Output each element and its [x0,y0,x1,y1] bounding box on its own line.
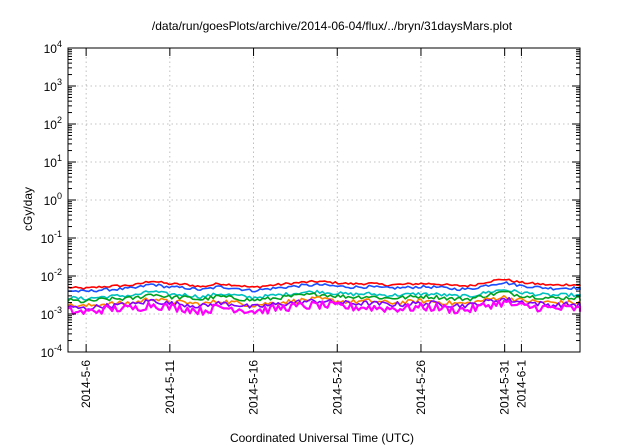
y-tick-label: 104 [44,39,62,56]
x-tick-label: 2014-5-11 [163,360,177,414]
y-axis: 10-4 10-3 10-2 10-1 100 101 102 103 104 [41,39,580,360]
x-tick-label: 2014-5-6 [79,360,93,408]
series-group [67,278,582,316]
series-line [67,299,582,316]
y-tick-label: 103 [44,77,62,94]
y-tick-label: 10-3 [41,305,62,322]
x-tick-label: 2014-6-1 [514,360,528,408]
series-line [67,278,581,290]
chart-title: /data/run/goesPlots/archive/2014-06-04/f… [152,19,513,33]
y-axis-label: cGy/day [21,187,35,231]
x-tick-label: 2014-5-21 [330,360,344,415]
y-tick-label: 101 [44,153,62,170]
series-line [67,281,581,293]
x-axis: 2014-5-6 2014-5-11 2014-5-16 2014-5-21 2014-… [79,48,528,415]
x-tick-label: 2014-5-16 [247,360,261,415]
y-tick-label: 10-1 [41,229,62,246]
y-tick-label: 10-4 [41,343,62,360]
y-tick-label: 100 [44,191,62,208]
x-tick-label: 2014-5-31 [498,360,512,415]
x-axis-label: Coordinated Universal Time (UTC) [230,431,414,445]
y-tick-label: 10-2 [41,267,62,284]
x-tick-label: 2014-5-26 [414,360,428,415]
series-line [67,289,581,301]
series-line [67,296,581,311]
y-tick-label: 102 [44,115,62,132]
series-line [67,290,581,304]
